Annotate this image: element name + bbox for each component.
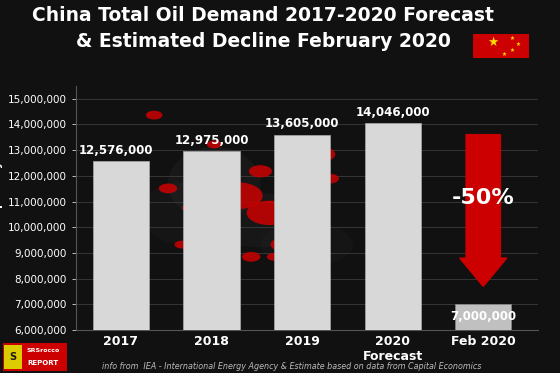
Text: ★: ★: [510, 36, 515, 41]
Circle shape: [246, 201, 293, 225]
Circle shape: [175, 241, 189, 248]
Circle shape: [286, 141, 309, 153]
Ellipse shape: [260, 223, 353, 267]
Y-axis label: barrels per day: barrels per day: [0, 160, 3, 256]
Ellipse shape: [196, 193, 325, 247]
Circle shape: [279, 184, 297, 193]
Circle shape: [146, 111, 162, 119]
Circle shape: [242, 252, 260, 262]
Circle shape: [215, 226, 241, 239]
Text: & Estimated Decline February 2020: & Estimated Decline February 2020: [76, 32, 451, 51]
Circle shape: [249, 165, 272, 178]
Bar: [184, 151, 240, 373]
Circle shape: [320, 174, 339, 184]
Text: 14,046,000: 14,046,000: [356, 106, 430, 119]
Text: ★: ★: [502, 52, 506, 57]
Bar: [274, 135, 330, 373]
Text: 7,000,000: 7,000,000: [450, 310, 516, 323]
Text: ★: ★: [510, 48, 515, 53]
Circle shape: [159, 184, 177, 193]
Text: info from  IEA - International Energy Agency & Estimate based on data from Capit: info from IEA - International Energy Age…: [101, 362, 481, 371]
Circle shape: [190, 156, 220, 172]
Circle shape: [182, 203, 200, 213]
Bar: [93, 161, 149, 373]
Bar: [365, 123, 421, 373]
Text: ★: ★: [516, 42, 520, 47]
FancyArrow shape: [460, 135, 507, 286]
Circle shape: [297, 203, 316, 213]
Bar: [4, 345, 22, 369]
Circle shape: [270, 238, 296, 251]
Bar: [455, 304, 511, 373]
Text: SRSrocco: SRSrocco: [26, 348, 59, 354]
Ellipse shape: [168, 147, 260, 220]
Circle shape: [207, 141, 222, 148]
Text: S: S: [10, 352, 17, 362]
Text: 13,605,000: 13,605,000: [265, 117, 339, 131]
Circle shape: [306, 146, 335, 162]
Text: China Total Oil Demand 2017-2020 Forecast: China Total Oil Demand 2017-2020 Forecas…: [32, 6, 494, 25]
Circle shape: [267, 253, 282, 261]
Text: ★: ★: [487, 35, 498, 48]
Text: -50%: -50%: [452, 188, 515, 208]
Ellipse shape: [143, 182, 212, 243]
Text: REPORT: REPORT: [27, 360, 58, 366]
Text: 12,576,000: 12,576,000: [79, 144, 153, 157]
Text: 12,975,000: 12,975,000: [174, 134, 249, 147]
Circle shape: [212, 182, 263, 209]
